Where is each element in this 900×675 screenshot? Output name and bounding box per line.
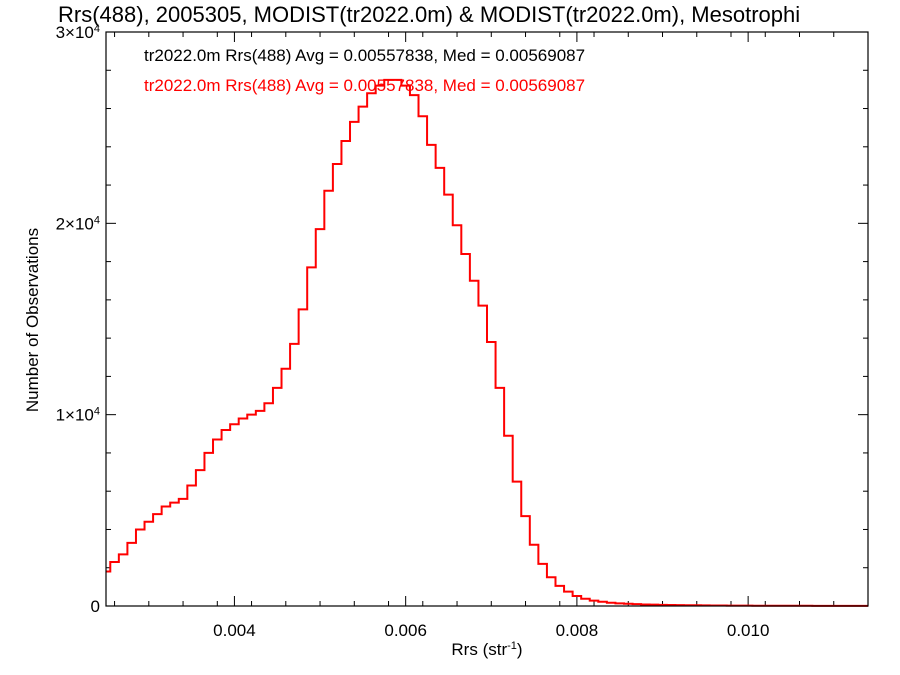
y-tick-label: 1×104 — [56, 406, 100, 425]
x-tick-label: 0.008 — [556, 621, 599, 640]
x-axis-label-close: ) — [517, 640, 523, 659]
stats-annotation-black: tr2022.0m Rrs(488) Avg = 0.00557838, Med… — [144, 46, 585, 65]
stats-annotation-red: tr2022.0m Rrs(488) Avg = 0.00557838, Med… — [144, 76, 585, 95]
histogram-series-line — [106, 78, 868, 607]
y-axis-label: Number of Observations — [23, 228, 42, 412]
y-tick-label: 0 — [91, 597, 100, 616]
x-tick-label: 0.010 — [727, 621, 770, 640]
y-tick-label: 2×104 — [56, 214, 100, 233]
plot-frame — [105, 31, 869, 607]
y-axis-ticks: 0 1×104 2×104 3×104 — [56, 23, 868, 616]
x-tick-label: 0.004 — [213, 621, 256, 640]
series-layer — [106, 78, 868, 607]
x-axis-label-text: Rrs (str — [451, 640, 507, 659]
x-axis-label: Rrs (str-1) — [451, 640, 522, 659]
chart-title: Rrs(488), 2005305, MODIST(tr2022.0m) & M… — [58, 2, 800, 27]
x-axis-ticks: 0.004 0.006 0.008 0.010 — [114, 32, 869, 640]
y-tick-label: 3×104 — [56, 23, 100, 42]
x-tick-label: 0.006 — [384, 621, 427, 640]
x-axis-label-sup: -1 — [507, 640, 517, 652]
